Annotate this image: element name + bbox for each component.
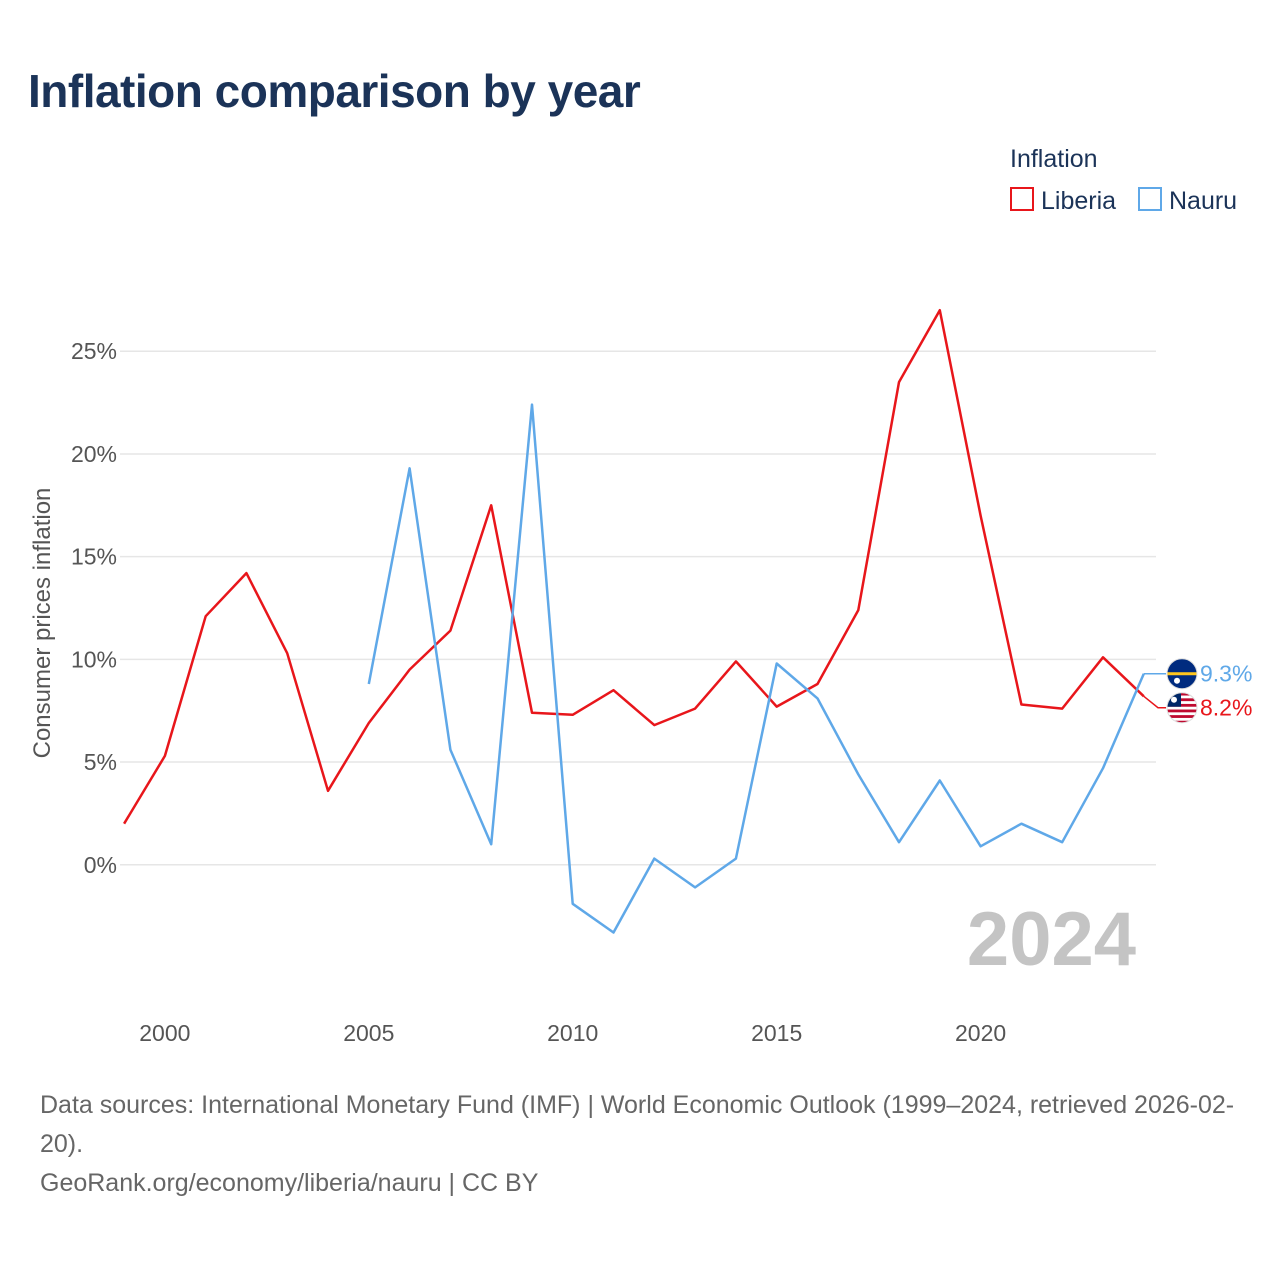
data-sources: Data sources: International Monetary Fun…: [40, 1086, 1250, 1203]
series-line-liberia[interactable]: [123, 308, 1145, 825]
y-tick-label-20: 20%: [71, 441, 117, 467]
gridlines: [120, 350, 1156, 866]
legend-swatch-liberia[interactable]: [1010, 187, 1034, 211]
x-tick-label-2020: 2020: [955, 1020, 1006, 1046]
x-tick-label-2005: 2005: [343, 1020, 394, 1046]
y-axis-ticks: 0% 5% 10% 15% 20% 25%: [71, 338, 117, 878]
x-tick-label-2000: 2000: [139, 1020, 190, 1046]
y-tick-label-5: 5%: [84, 749, 117, 775]
y-tick-label-25: 25%: [71, 338, 117, 364]
x-tick-label-2010: 2010: [547, 1020, 598, 1046]
end-labels: 9.3% 8.2%: [1143, 658, 1252, 724]
year-watermark: 2024: [967, 897, 1136, 982]
end-connector-liberia: [1143, 695, 1166, 709]
legend-title: Inflation: [1010, 145, 1098, 173]
end-label-nauru: 9.3%: [1200, 661, 1252, 687]
chart-title: Inflation comparison by year: [28, 65, 641, 117]
end-label-liberia: 8.2%: [1200, 695, 1252, 721]
y-tick-label-15: 15%: [71, 544, 117, 570]
legend-label-liberia[interactable]: Liberia: [1041, 187, 1116, 215]
legend: Inflation Liberia Nauru: [1010, 145, 1237, 215]
nauru-flag-icon: [1166, 658, 1198, 690]
y-tick-label-0: 0%: [84, 852, 117, 878]
line-chart: 0% 5% 10% 15% 20% 25% 2000 2005 2010 2015 2020 Co…: [29, 145, 1252, 1046]
series-line-nauru[interactable]: [367, 403, 1145, 934]
source-url[interactable]: GeoRank.org/economy/liberia/nauru | CC B…: [40, 1169, 539, 1197]
legend-label-nauru[interactable]: Nauru: [1169, 187, 1237, 215]
x-tick-label-2015: 2015: [751, 1020, 802, 1046]
series-lines: [123, 308, 1145, 934]
legend-swatch-nauru[interactable]: [1138, 187, 1162, 211]
source-citation: Data sources: International Monetary Fun…: [40, 1091, 1235, 1158]
y-tick-label-10: 10%: [71, 646, 117, 672]
x-axis-ticks: 2000 2005 2010 2015 2020: [139, 1020, 1006, 1046]
y-axis-label: Consumer prices inflation: [29, 488, 56, 759]
liberia-flag-icon: [1166, 692, 1198, 724]
